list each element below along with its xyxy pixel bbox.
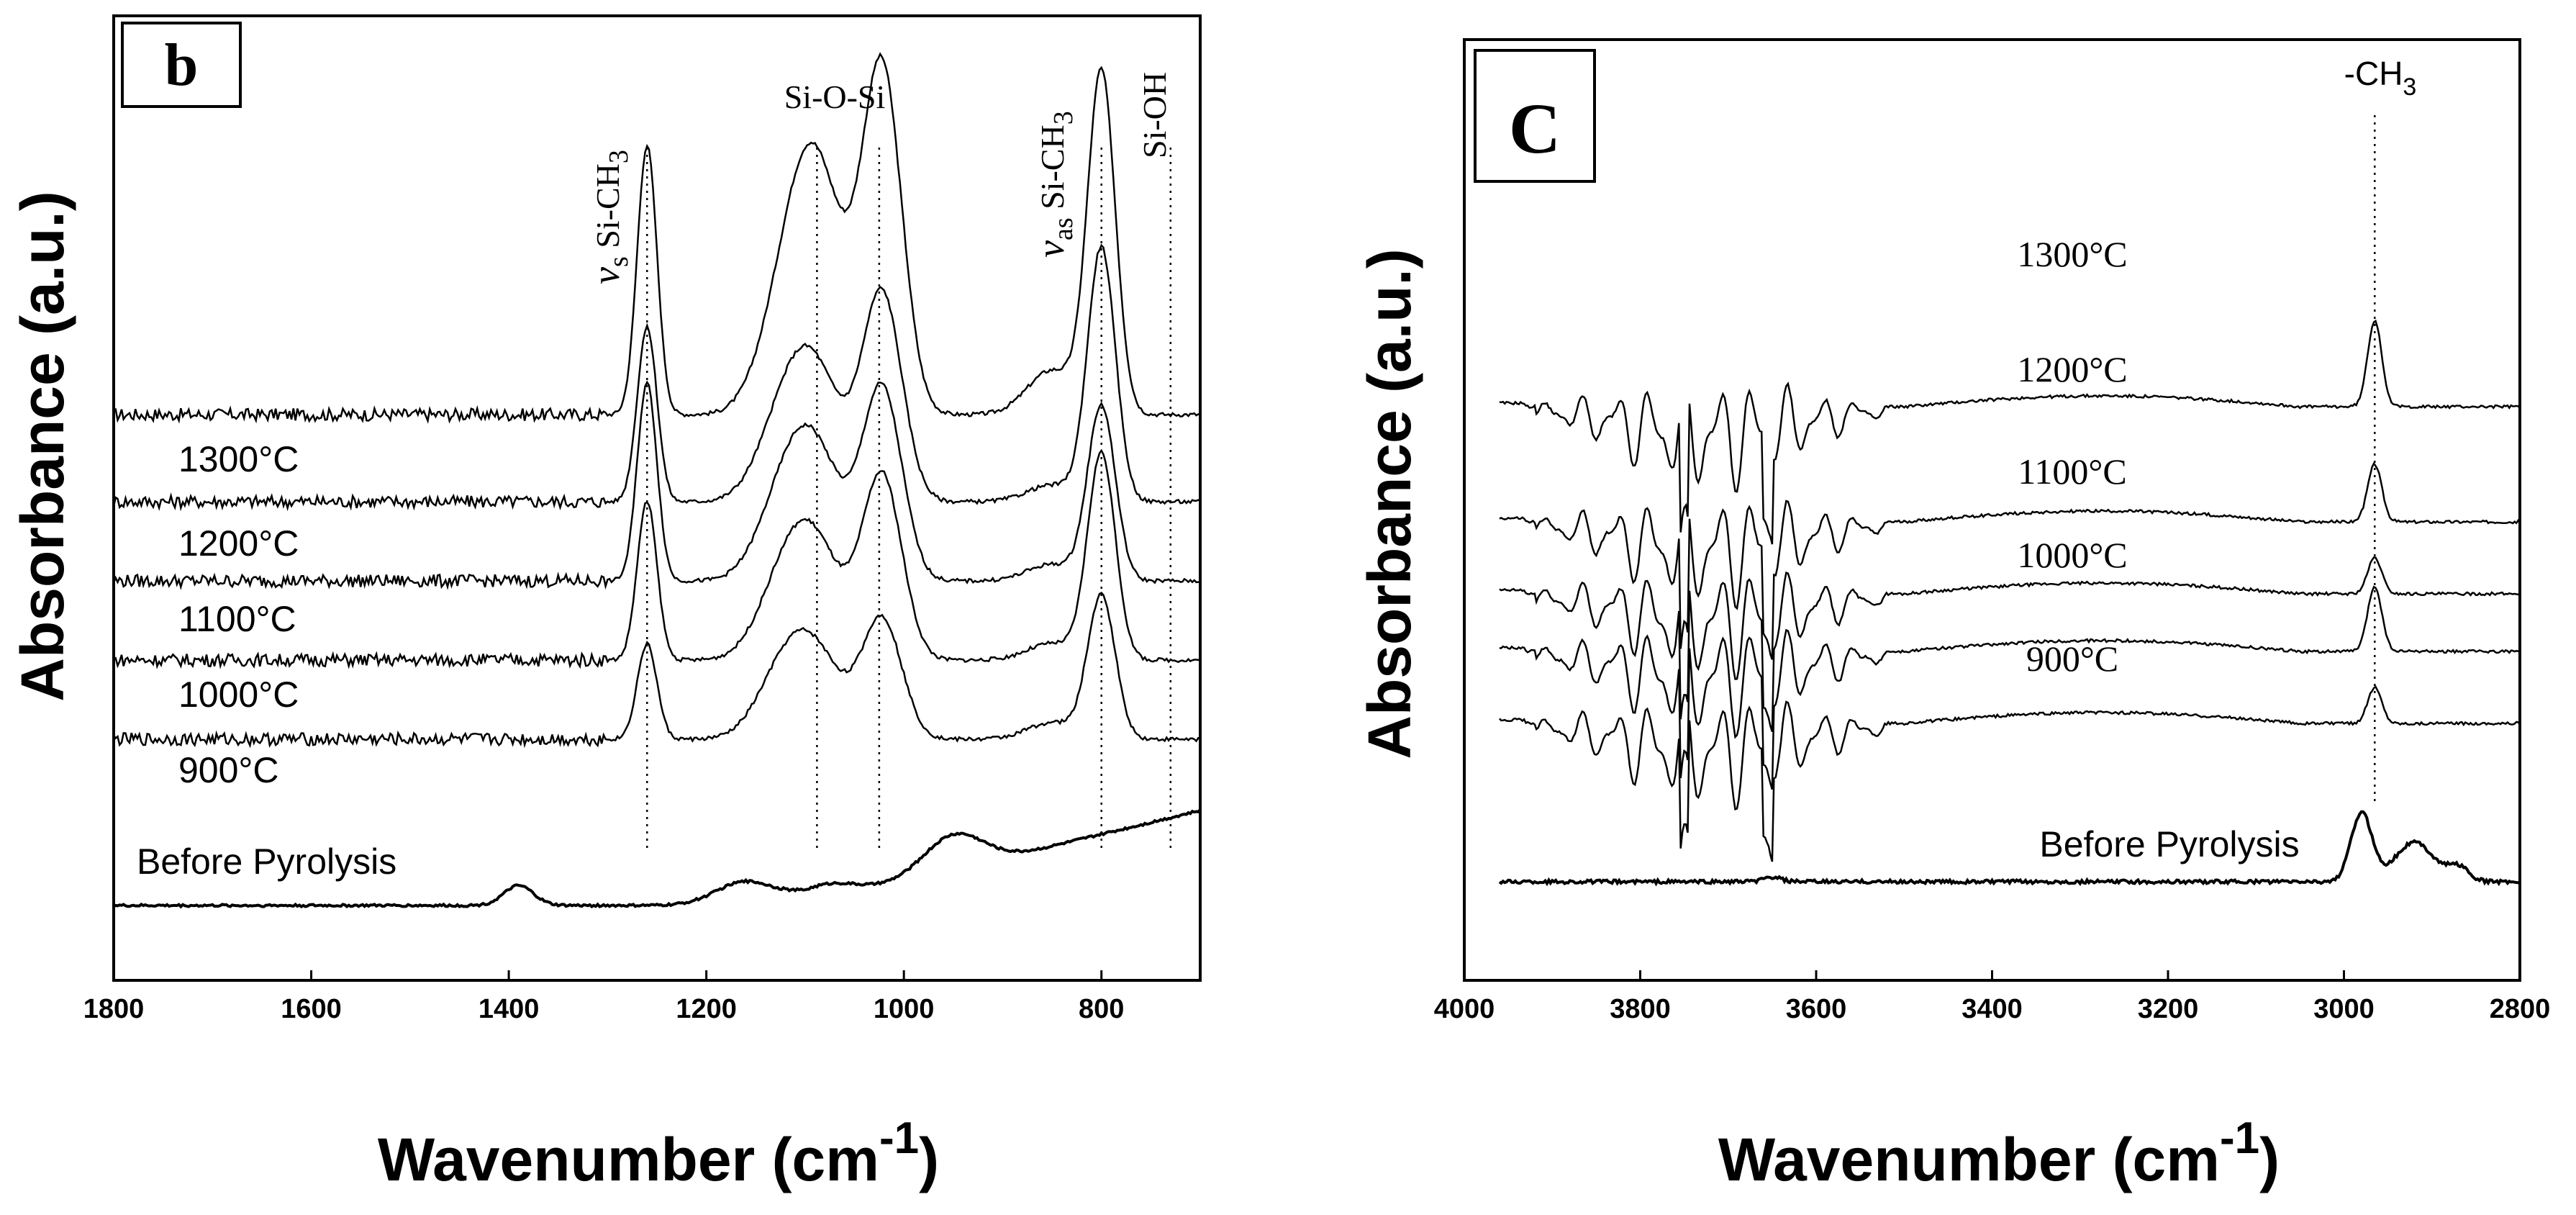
- plot-frame-b: [112, 14, 1202, 982]
- series-label-b-1: 1200°C: [178, 523, 299, 564]
- series-label-b-3: 1000°C: [178, 674, 299, 715]
- series-label-c-4: 900°C: [2026, 638, 2118, 679]
- series-label-b-4: 900°C: [178, 750, 279, 790]
- y-axis-title-b: Absorbance (a.u.): [9, 191, 76, 701]
- x-tick-label-c-3: 3400: [1962, 994, 2023, 1024]
- x-tick-label-b-4: 1000: [874, 994, 935, 1024]
- series-label-c-5: Before Pyrolysis: [2039, 824, 2299, 864]
- peak-annotation-b-0: vs Si-CH3: [584, 150, 634, 284]
- x-axis-title-c: Wavenumber (cm-1): [1718, 1114, 2280, 1193]
- series-line-c-3: [1499, 585, 2521, 790]
- x-axis-title-b: Wavenumber (cm-1): [378, 1114, 939, 1193]
- series-line-b-1: [112, 243, 1201, 512]
- series-line-b-0: [113, 52, 1201, 424]
- series-line-b-5: [113, 808, 1202, 909]
- series-label-c-2: 1100°C: [2018, 451, 2127, 492]
- x-tick-label-c-5: 3000: [2313, 994, 2375, 1024]
- series-label-b-5: Before Pyrolysis: [137, 841, 396, 882]
- panel-label-c: C: [1509, 89, 1561, 168]
- panel-label-b: b: [165, 32, 199, 99]
- x-tick-label-b-2: 1400: [479, 994, 540, 1024]
- x-tick-label-b-1: 1600: [281, 994, 342, 1024]
- series-line-c-1: [1499, 461, 2521, 660]
- series-label-c-3: 1000°C: [2017, 535, 2127, 575]
- x-tick-label-c-4: 3200: [2138, 994, 2199, 1024]
- panel-label-box-b: [121, 22, 242, 108]
- peak-annotation-b-1: Si-O-Si: [784, 78, 886, 115]
- x-tick-label-c-2: 3600: [1786, 994, 1847, 1024]
- series-line-c-0: [1499, 319, 2521, 545]
- series-line-b-2: [112, 380, 1201, 590]
- series-line-c-2: [1499, 556, 2521, 732]
- x-tick-label-b-5: 800: [1079, 994, 1124, 1024]
- panel-c: C 1300°C 1200°C 1100°C 1000°C 900°C Before Pyr…: [1356, 38, 2551, 1193]
- y-axis-title-c: Absorbance (a.u.): [1356, 248, 1423, 759]
- series-line-b-4: [112, 592, 1201, 749]
- series-label-c-1: 1200°C: [2017, 349, 2127, 389]
- x-tick-label-b-3: 1200: [676, 994, 737, 1024]
- panel-b: b 1300°C 1200°C 1100°C 1000°C 900°C Before Pyr…: [9, 14, 1202, 1193]
- peak-annotation-c: -CH3: [2344, 55, 2417, 101]
- x-tick-label-b-0: 1800: [83, 994, 145, 1024]
- x-tick-label-c-6: 2800: [2490, 994, 2551, 1024]
- x-tick-label-c-1: 3800: [1610, 994, 1671, 1024]
- series-label-b-2: 1100°C: [178, 599, 296, 639]
- x-tick-label-c-0: 4000: [1434, 994, 1495, 1024]
- series-line-c-4: [1498, 685, 2521, 862]
- series-line-c-5: [1498, 810, 2520, 887]
- peak-annotation-b-3: Si-OH: [1136, 72, 1173, 158]
- series-line-b-3: [113, 448, 1201, 669]
- series-label-c-0: 1300°C: [2017, 234, 2127, 274]
- series-label-b-0: 1300°C: [178, 439, 299, 479]
- peak-annotation-b-2: vas Si-CH3: [1029, 111, 1079, 258]
- panel-label-box-c: [1474, 49, 1596, 183]
